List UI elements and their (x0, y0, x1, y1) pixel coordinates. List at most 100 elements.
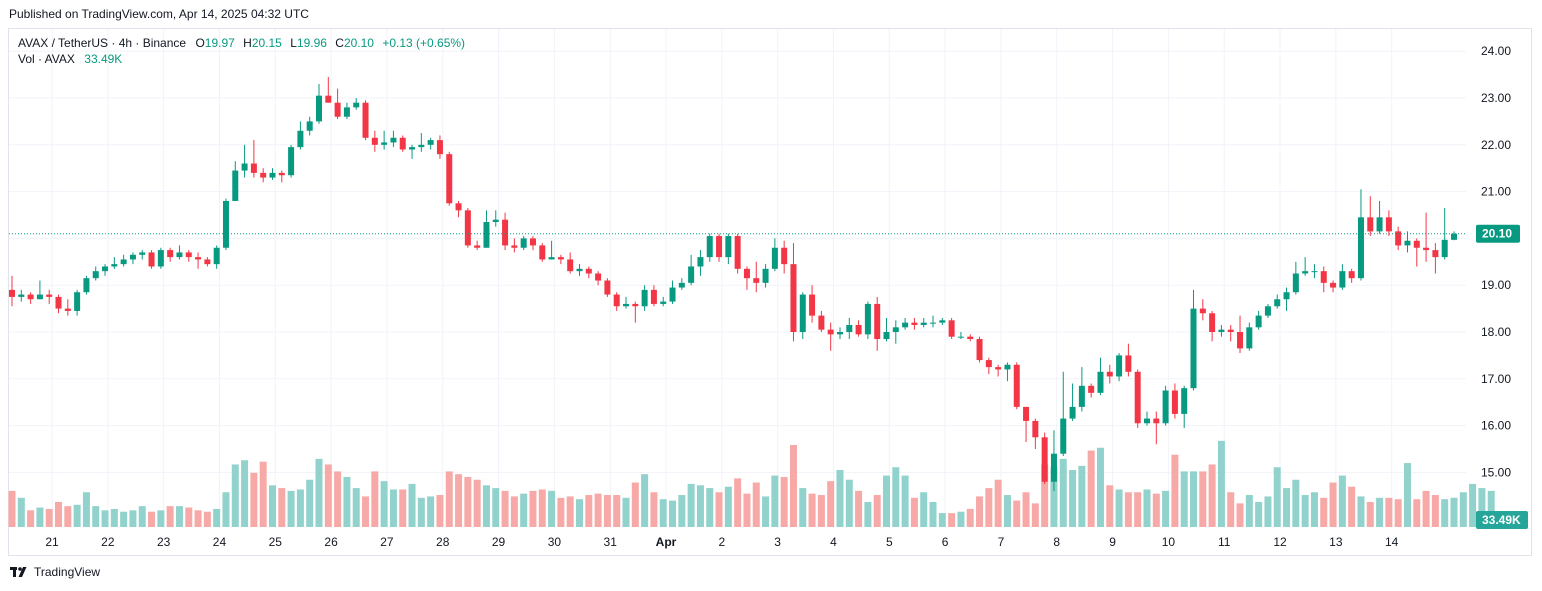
volume-bar (334, 471, 342, 527)
candle-body (753, 278, 760, 283)
candle-body (195, 257, 202, 260)
volume-bar (1487, 490, 1495, 527)
last-price-tag: 20.10 (1476, 224, 1520, 243)
candle-down (995, 364, 1002, 377)
candle-down (250, 140, 257, 178)
volume-bar (315, 458, 323, 527)
candle-up (111, 257, 118, 269)
candle-body (567, 259, 574, 272)
candle-down (1023, 406, 1030, 442)
candle-body (222, 200, 229, 248)
candle-up (1181, 385, 1188, 428)
candle-body (660, 301, 667, 304)
candle-down (1237, 315, 1244, 354)
candle-body (27, 294, 34, 300)
candle-body (1181, 388, 1188, 414)
volume-bar (129, 510, 137, 527)
candle-body (557, 257, 564, 260)
candle-body (902, 322, 909, 328)
volume-bar (1041, 464, 1049, 527)
candle-body (157, 250, 164, 267)
candle-down (1041, 432, 1048, 485)
volume-bar (808, 493, 816, 527)
time-tick-label: 25 (269, 535, 283, 549)
volume-bar (1413, 499, 1421, 527)
candle-up (883, 317, 890, 342)
candle-body (1171, 390, 1178, 414)
volume-bar (82, 492, 90, 527)
candle-up (1404, 231, 1411, 253)
symbol-label[interactable]: AVAX / TetherUS · 4h · Binance (18, 36, 187, 50)
candle-up (1069, 383, 1076, 421)
price-tick-label: 21.00 (1481, 185, 1511, 199)
candle-body (371, 137, 378, 145)
candle-up (1339, 264, 1346, 290)
volume-label[interactable]: Vol · AVAX (18, 52, 75, 66)
candle-body (1320, 271, 1327, 283)
time-tick-label: Apr (656, 535, 677, 549)
chart-frame (8, 28, 1532, 556)
time-tick-label: 28 (436, 535, 450, 549)
volume-bar (1217, 440, 1225, 527)
candle-body (176, 252, 183, 258)
close-value: 20.10 (343, 36, 374, 50)
footer-brand[interactable]: TradingView (10, 565, 100, 579)
volume-bar (687, 483, 695, 527)
volume-bar (1264, 496, 1272, 527)
candle-down (1209, 310, 1216, 342)
candle-body (241, 163, 248, 171)
time-tick-label: 10 (1162, 535, 1176, 549)
volume-bars (8, 440, 1505, 527)
candle-down (371, 130, 378, 152)
volume-bar (120, 511, 128, 527)
candle-body (1413, 240, 1420, 248)
candle-down (1423, 212, 1430, 262)
candle-body (46, 294, 53, 297)
candle-body (623, 303, 630, 307)
candle-body (920, 322, 927, 325)
candle-body (781, 247, 788, 265)
volume-bar (1199, 471, 1207, 527)
candle-body (260, 172, 267, 178)
volume-bar (222, 492, 230, 527)
volume-bar (696, 485, 704, 527)
last-volume-badge (1476, 511, 1528, 529)
candle-up (548, 240, 555, 260)
candle-body (64, 308, 71, 311)
volume-bar (510, 496, 518, 527)
volume-bar (92, 506, 100, 527)
candle-body (316, 95, 323, 122)
price-axis: 24.0023.0022.0021.0020.0019.0018.0017.00… (1481, 44, 1511, 479)
candle-body (604, 280, 611, 295)
volume-bar (157, 510, 165, 527)
candle-down (557, 254, 564, 265)
candle-up (427, 137, 434, 150)
candle-body (464, 210, 471, 246)
volume-bar (36, 507, 44, 527)
candle-body (930, 322, 937, 324)
volume-bar (780, 476, 788, 527)
candle-up (1162, 385, 1169, 426)
volume-bar (1283, 488, 1291, 527)
time-tick-label: 11 (1218, 535, 1231, 549)
candle-up (846, 317, 853, 340)
candle-up (129, 252, 136, 265)
volume-bar (1403, 463, 1411, 527)
time-tick-label: 14 (1385, 535, 1399, 549)
candle-down (185, 250, 192, 262)
candle-down (911, 317, 918, 330)
candle-body (585, 268, 592, 274)
volume-bar (371, 471, 379, 527)
volume-bar (8, 490, 16, 527)
volume-bar (1357, 496, 1365, 527)
candle-body (632, 303, 639, 307)
volume-bar (1143, 489, 1151, 527)
candle-up (1302, 257, 1309, 276)
candle-down (539, 243, 546, 262)
candle-up (297, 121, 304, 150)
change-value: +0.13 (+0.65%) (382, 36, 466, 50)
volume-bar (148, 511, 156, 527)
candle-up (660, 296, 667, 307)
candle-down (64, 299, 71, 316)
